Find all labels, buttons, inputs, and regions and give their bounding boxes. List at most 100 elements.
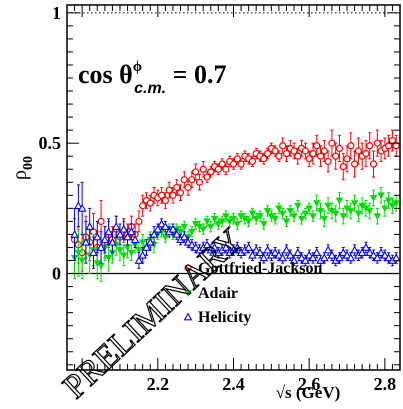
data-point: [168, 224, 178, 233]
data-point: [153, 224, 163, 233]
data-point: [252, 215, 260, 223]
data-point: [362, 150, 370, 158]
data-point: [179, 232, 189, 241]
legend-marker: [183, 312, 193, 321]
data-point: [361, 242, 371, 251]
data-point: [138, 250, 148, 259]
data-point: [226, 218, 234, 226]
data-point: [369, 195, 378, 202]
data-point: [392, 200, 400, 207]
data-point: [115, 229, 125, 238]
data-point: [384, 197, 393, 205]
data-point: [278, 210, 287, 218]
data-point: [233, 221, 241, 228]
data-point: [335, 144, 344, 152]
data-point: [316, 152, 325, 160]
data-point: [145, 237, 155, 246]
data-point: [274, 250, 284, 259]
data-point: [218, 218, 226, 226]
data-point: [158, 191, 166, 199]
angle-annotation: cos θϕ c.m. = 0.7: [78, 59, 226, 97]
data-point: [248, 157, 257, 166]
y-tick-label: 0.5: [39, 133, 62, 153]
data-point: [289, 255, 299, 264]
data-point: [149, 229, 159, 238]
data-point: [222, 165, 230, 173]
data-point: [275, 205, 283, 213]
data-point: [294, 152, 302, 160]
data-point: [290, 213, 298, 220]
data-point: [199, 226, 207, 234]
data-point: [365, 248, 375, 257]
data-point: [282, 218, 291, 226]
y-axis-label: ρ00: [9, 156, 36, 180]
legend: Gottfried-Jackson Adair Helicity: [183, 260, 323, 326]
data-point: [373, 139, 381, 147]
data-point: [92, 232, 102, 241]
data-point: [222, 213, 230, 220]
data-point: [203, 218, 211, 226]
data-point: [388, 202, 397, 210]
data-point: [134, 255, 144, 264]
data-point: [373, 213, 382, 220]
data-point: [347, 208, 355, 215]
data-point: [188, 176, 196, 184]
data-point: [100, 235, 110, 243]
data-point: [77, 203, 87, 212]
data-point: [338, 248, 348, 257]
data-point: [207, 223, 215, 231]
data-point: [350, 245, 359, 254]
data-point: [111, 222, 121, 230]
data-point: [244, 218, 253, 226]
data-point: [123, 232, 132, 241]
data-point: [210, 215, 219, 223]
data-point: [119, 224, 129, 233]
y-tick-label: 1: [52, 3, 61, 23]
data-point: [138, 239, 147, 247]
data-point: [97, 262, 105, 270]
data-point: [116, 247, 124, 254]
data-point: [319, 253, 329, 262]
data-point: [161, 196, 169, 205]
data-point: [275, 152, 283, 160]
data-point: [97, 217, 105, 225]
data-point: [108, 237, 117, 246]
data-point: [161, 234, 170, 241]
data-point: [142, 242, 151, 251]
data-point: [372, 253, 382, 262]
data-point: [332, 152, 340, 160]
data-point: [139, 202, 147, 210]
x-axis-label: √s (GeV): [276, 383, 341, 402]
data-point: [180, 176, 188, 184]
data-point: [89, 248, 98, 257]
data-point: [392, 142, 400, 150]
data-point: [305, 205, 313, 213]
data-point: [324, 202, 332, 210]
data-point: [146, 199, 154, 207]
data-point: [282, 245, 291, 254]
data-point: [161, 222, 170, 230]
data-point: [96, 242, 106, 251]
data-point: [173, 183, 181, 192]
data-point: [85, 222, 95, 230]
data-point: [285, 250, 295, 259]
x-tick-label: 2.8: [374, 374, 397, 394]
data-point: [259, 253, 269, 262]
data-point: [377, 192, 385, 200]
data-point: [74, 201, 83, 210]
x-tick-label: 2.2: [147, 374, 170, 394]
data-point: [343, 155, 351, 163]
series-gottfried-jackson: [70, 129, 400, 272]
data-point: [308, 253, 318, 262]
data-point: [301, 147, 309, 155]
data-point: [328, 139, 336, 147]
data-point: [369, 160, 378, 168]
data-point: [271, 215, 279, 223]
data-point: [366, 208, 374, 215]
data-point: [320, 147, 328, 155]
data-point: [183, 237, 193, 246]
data-point: [210, 242, 219, 251]
data-point: [331, 210, 340, 218]
data-point: [256, 213, 264, 220]
